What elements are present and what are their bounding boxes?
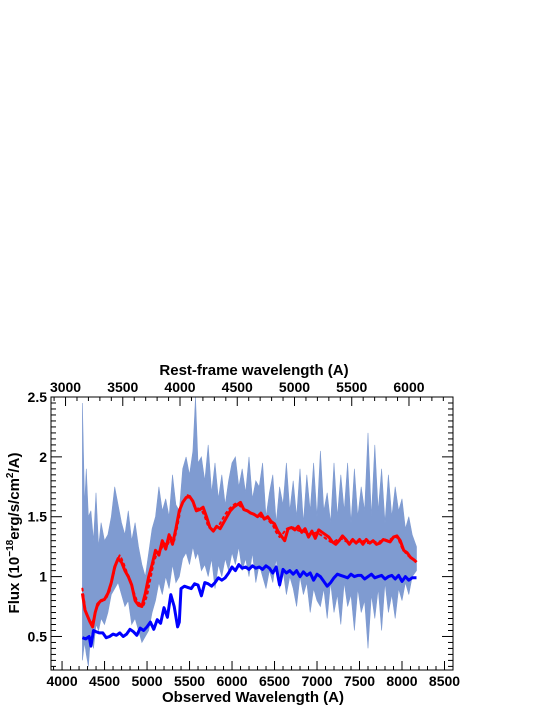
top-tick-label: 5000 (279, 379, 310, 395)
y-tick-label: 2.5 (28, 389, 48, 405)
x-tick-label: 7000 (301, 673, 332, 689)
y-tick-label: 1 (39, 569, 47, 585)
series-layer (80, 396, 418, 667)
x-tick-label: 6500 (259, 673, 290, 689)
ticks-layer: 4000 4500 5000 5500 6000 6500 7000 7500 8000 8500… (28, 379, 461, 689)
top-axis-title: Rest-frame wavelength (A) (159, 362, 348, 379)
y-axis-title-suffix: /A) (6, 453, 23, 473)
top-tick-label: 6000 (393, 379, 424, 395)
x-tick-label: 7500 (344, 673, 375, 689)
x-tick-label: 8500 (429, 673, 460, 689)
x-tick-label: 5000 (131, 673, 162, 689)
series-0-error-band (82, 396, 417, 667)
top-tick-label: 4000 (164, 379, 195, 395)
y-axis-title-prefix: Flux (10 (6, 557, 23, 614)
top-tick-label: 4500 (222, 379, 253, 395)
x-tick-label: 4000 (46, 673, 77, 689)
y-axis-title: Flux (10−18erg/s/cm2/A) (5, 453, 23, 614)
top-tick-label: 3500 (107, 379, 138, 395)
y-axis-title-mid: erg/s/cm (6, 478, 23, 540)
x-tick-label: 4500 (89, 673, 120, 689)
y-axis-title-exponent-1: −18 (5, 539, 16, 556)
plot-area: 4000 4500 5000 5500 6000 6500 7000 7500 8000 8500… (28, 379, 461, 689)
top-tick-label: 5500 (336, 379, 367, 395)
y-tick-label: 1.5 (28, 509, 48, 525)
series-1-line (81, 563, 417, 648)
series-3-line (81, 494, 418, 624)
x-tick-label: 6000 (216, 673, 247, 689)
plot-frame (50, 396, 454, 671)
series-2-line (80, 494, 418, 629)
x-tick-label: 8000 (386, 673, 417, 689)
x-tick-label: 5500 (174, 673, 205, 689)
top-tick-label: 3000 (50, 379, 81, 395)
y-axis-title-exponent-2: 2 (5, 472, 16, 478)
y-tick-label: 0.5 (28, 628, 48, 644)
x-axis-title: Observed Wavelength (A) (162, 689, 344, 705)
y-tick-label: 2 (39, 449, 47, 465)
